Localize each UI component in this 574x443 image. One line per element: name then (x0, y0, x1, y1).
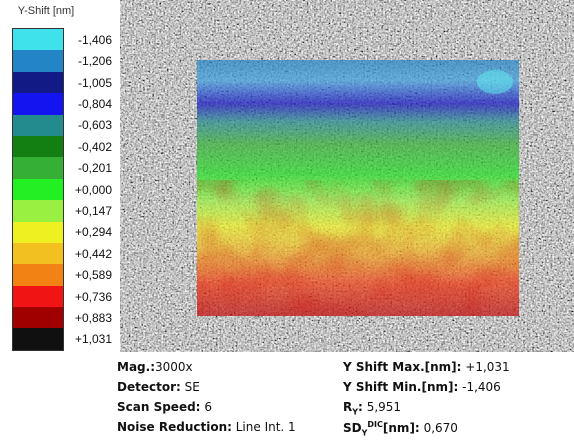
color-swatch (13, 71, 63, 94)
info-row: SDYDIC[nm]: 0,670 (343, 420, 568, 440)
color-swatch (13, 242, 63, 265)
info-row: Detector: SE (117, 380, 337, 400)
color-swatch (13, 114, 63, 136)
info-row: Noise Reduction: Line Int. 1 (117, 420, 337, 440)
info-row: Mag.:3000x (117, 360, 337, 380)
legend-label: +0,883 (74, 310, 112, 325)
info-label-subscript: Y (352, 407, 359, 417)
color-swatch (13, 264, 63, 286)
color-swatch (13, 29, 63, 51)
info-label: Scan Speed: (117, 400, 201, 414)
info-row: Y Shift Max.[nm]: +1,031 (343, 360, 568, 380)
color-swatch (13, 328, 63, 350)
info-label: Mag.: (117, 360, 155, 374)
legend-label: +0,442 (74, 246, 112, 261)
info-value: Line Int. 1 (235, 420, 296, 434)
legend-label: -0,402 (77, 139, 112, 154)
info-value: -1,406 (462, 380, 501, 394)
info-label: SD (343, 421, 362, 435)
info-left: Mag.:3000x Detector: SE Scan Speed: 6 No… (117, 360, 337, 440)
color-swatch (13, 221, 63, 243)
color-swatch (13, 135, 63, 158)
legend-label: -0,804 (77, 96, 112, 111)
legend-label: +0,736 (74, 289, 112, 304)
info-value: SE (184, 380, 200, 394)
info-label: Noise Reduction: (117, 420, 232, 434)
dic-overlay-highlight (477, 70, 513, 94)
color-swatch (13, 200, 63, 222)
info-label: [nm]: (382, 421, 420, 435)
legend-label: +0,294 (74, 225, 112, 240)
color-swatch (13, 157, 63, 179)
info-label-superscript: DIC (367, 420, 383, 429)
info-label: Y Shift Min.[nm]: (343, 380, 459, 394)
legend-label: +1,031 (74, 332, 112, 347)
legend-label: +0,000 (74, 182, 112, 197)
info-value: 6 (204, 400, 212, 414)
sem-image (120, 0, 574, 352)
legend-title: Y-Shift [nm] (17, 5, 75, 17)
color-legend: Y-Shift [nm] -1,406 -1,206 -1,005 -0,804 -0,… (0, 0, 120, 352)
info-value: 3000x (155, 360, 193, 374)
color-bar (12, 28, 64, 351)
dic-overlay-blotches (197, 180, 519, 316)
legend-label: -0,603 (77, 118, 112, 133)
info-value: +1,031 (465, 360, 510, 374)
legend-label: -1,005 (77, 75, 112, 90)
color-swatch (13, 178, 63, 201)
info-label: R (343, 400, 353, 414)
info-right: Y Shift Max.[nm]: +1,031 Y Shift Min.[nm… (343, 360, 568, 440)
info-label-subscript: Y (361, 428, 368, 438)
color-swatch (13, 285, 63, 308)
legend-label: -1,406 (77, 32, 112, 47)
info-value: 5,951 (366, 400, 402, 414)
color-swatch (13, 50, 63, 72)
legend-label: +0,147 (74, 203, 112, 218)
info-row: RY: 5,951 (343, 400, 568, 420)
legend-label: +0,589 (74, 268, 112, 283)
legend-label: -0,201 (77, 161, 112, 176)
info-label: Detector: (117, 380, 181, 394)
color-swatch (13, 307, 63, 329)
legend-label: -1,206 (77, 54, 112, 69)
color-swatch (13, 93, 63, 115)
info-label: : (358, 400, 363, 414)
info-label: Y Shift Max.[nm]: (343, 360, 462, 374)
info-value: 0,670 (423, 421, 458, 435)
info-row: Y Shift Min.[nm]: -1,406 (343, 380, 568, 400)
info-row: Scan Speed: 6 (117, 400, 337, 420)
